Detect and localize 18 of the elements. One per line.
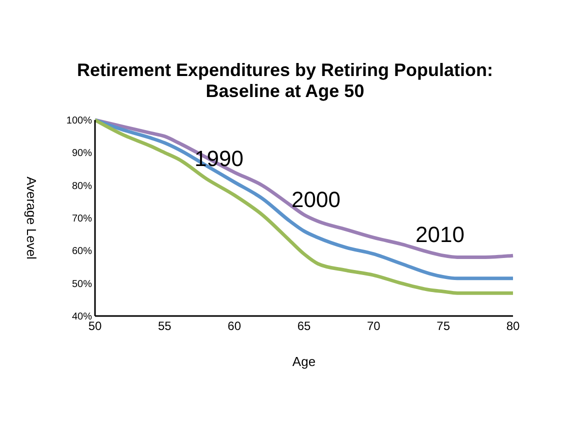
y-tick-label: 90% xyxy=(72,148,92,160)
x-tick-label: 60 xyxy=(228,319,242,333)
x-tick-label: 70 xyxy=(366,319,381,333)
annotation: 1990 xyxy=(194,146,244,171)
x-tick-label: 65 xyxy=(297,319,311,333)
y-tick-label: 60% xyxy=(72,246,92,258)
annotation: 2010 xyxy=(416,222,464,247)
y-axis-title: Average Level xyxy=(24,176,39,260)
chart-title: Retirement Expenditures by Retiring Population: Baseline at Age 50 xyxy=(76,60,494,101)
y-tick-label: 50% xyxy=(72,278,92,290)
x-axis-title: Age xyxy=(292,354,316,369)
annotation: 2000 xyxy=(292,187,340,212)
y-tick-label: 100% xyxy=(66,116,92,126)
x-tick-label: 80 xyxy=(506,319,520,333)
x-tick-label: 55 xyxy=(158,319,172,333)
y-tick-label: 70% xyxy=(72,214,92,224)
y-tick-label: 80% xyxy=(72,180,92,192)
x-tick-label: 75 xyxy=(436,319,450,333)
